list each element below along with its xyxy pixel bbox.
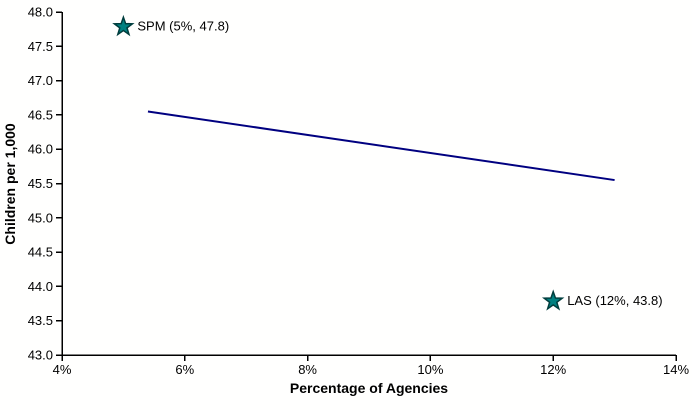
x-tick-label: 4% [53,362,72,377]
series-layer [147,110,615,182]
y-tick-label: 48.0 [28,5,53,20]
x-tick-label: 6% [175,362,194,377]
y-tick-label: 43.0 [28,348,53,363]
ticks-layer: 43.0 43.5 44.0 44.5 45.0 45.5 46.0 46.5 47.0 47.5… [28,5,690,378]
y-tick-label: 44.0 [28,279,53,294]
trend-line [147,110,615,182]
y-tick-label: 47.0 [28,73,53,88]
y-tick-label: 46.0 [28,142,53,157]
x-tick-label: 8% [298,362,317,377]
y-tick-label: 44.5 [28,245,53,260]
x-tick-label: 12% [540,362,566,377]
point-label-las: LAS (12%, 43.8) [567,293,662,308]
y-tick-label: 45.0 [28,210,53,225]
x-axis-title: Percentage of Agencies [290,380,448,396]
star-marker-las [541,289,565,311]
y-axis-title: Children per 1,000 [2,123,18,245]
y-tick-label: 45.5 [28,176,53,191]
points-layer: SPM (5%, 47.8) LAS (12%, 43.8) [112,14,663,311]
y-tick-label: 46.5 [28,107,53,122]
x-tick-label: 10% [417,362,443,377]
x-tick-label: 14% [663,362,689,377]
y-tick-label: 47.5 [28,39,53,54]
star-marker-spm [112,14,135,37]
point-label-spm: SPM (5%, 47.8) [137,19,229,34]
y-tick-label: 43.5 [28,313,53,328]
